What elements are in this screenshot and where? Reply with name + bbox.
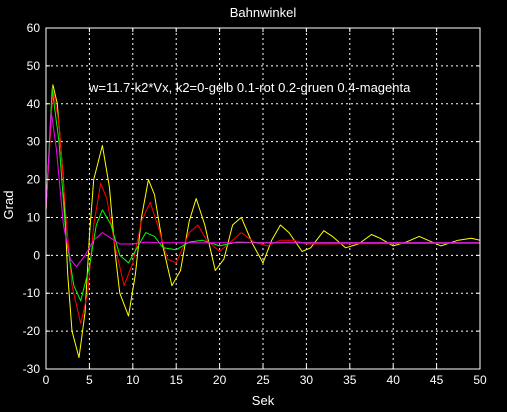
y-tick-label: -30 [23,362,41,376]
y-tick-label: 60 [27,21,41,35]
x-tick-label: 25 [256,373,270,387]
y-tick-label: 40 [27,97,41,111]
x-tick-label: 40 [387,373,401,387]
annotation: w=11.7-k2*Vx, k2=0-gelb 0.1-rot 0.2-grue… [88,80,411,95]
y-tick-label: 50 [27,59,41,73]
y-tick-label: 30 [27,135,41,149]
series-line [45,84,481,359]
x-tick-label: 30 [300,373,314,387]
grid [46,28,480,369]
y-axis-label: Grad [1,191,16,220]
y-tick-label: -20 [23,324,41,338]
y-tick-label: 20 [27,173,41,187]
series-line [45,88,480,302]
x-tick-label: 5 [86,373,93,387]
x-tick-label: 0 [43,373,50,387]
x-tick-label: 20 [213,373,227,387]
y-tick-label: -10 [23,286,41,300]
ticks: 0 5 10 15 20 25 30 35 40 45 50 -30 -20 -10 0 10 20 30 40 50… [23,21,487,387]
series-line [45,110,480,268]
chart-title: Bahnwinkel [230,5,297,20]
x-tick-label: 50 [473,373,487,387]
x-axis-label: Sek [252,393,275,408]
x-tick-label: 15 [170,373,184,387]
plot-lines [45,84,481,359]
y-tick-label: 10 [27,210,41,224]
x-tick-label: 35 [343,373,357,387]
y-tick-label: 0 [33,248,40,262]
x-tick-label: 10 [126,373,140,387]
x-tick-label: 45 [430,373,444,387]
